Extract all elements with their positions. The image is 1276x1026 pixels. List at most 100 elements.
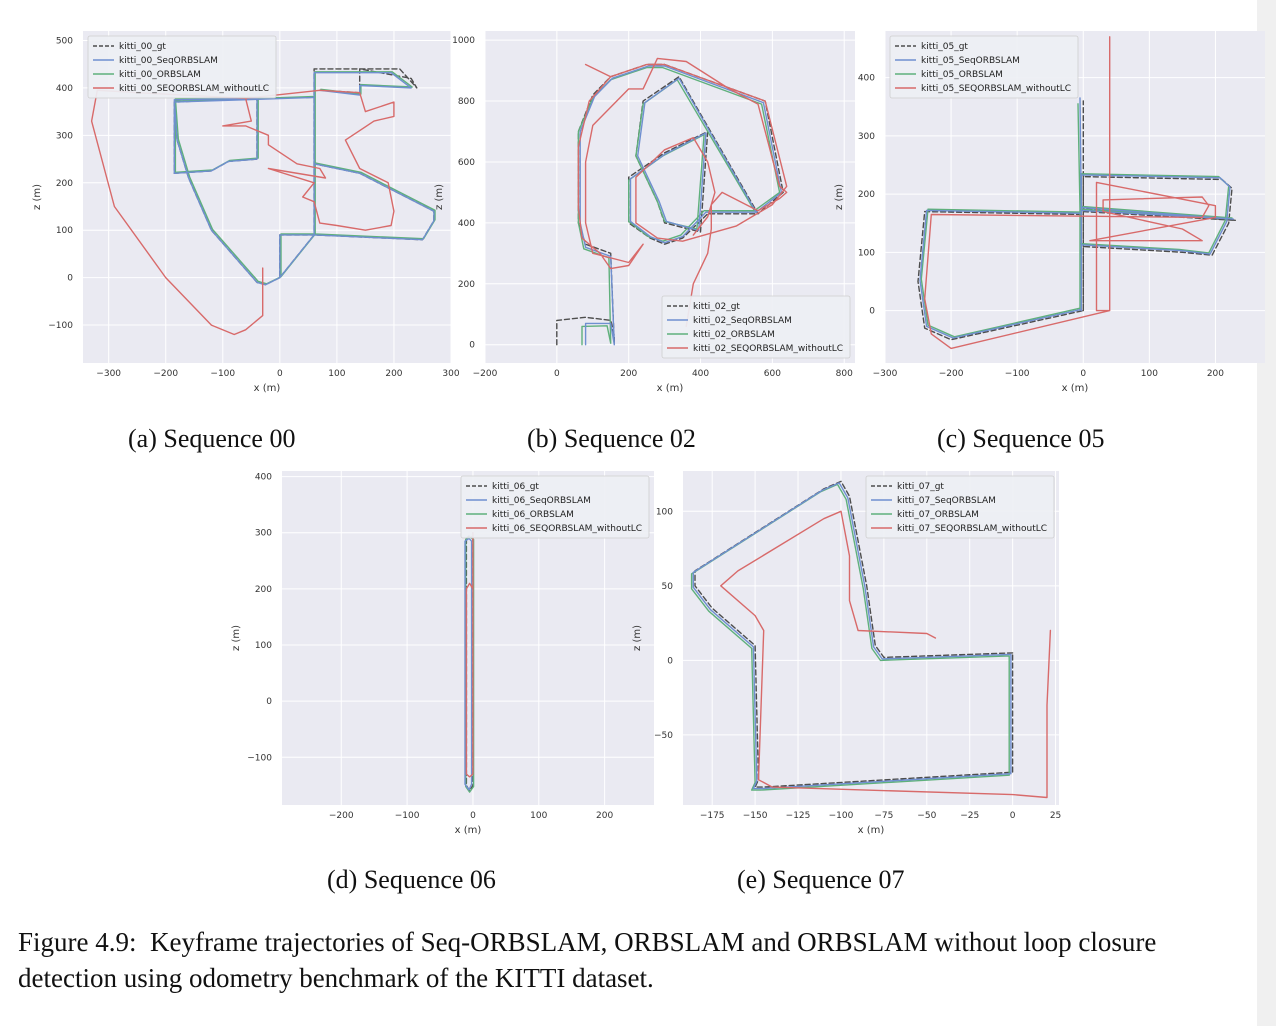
series-line-gt xyxy=(465,534,474,792)
trajectory-chart: −200 −100 0 100 200 −100 0 100 200 300 400 x (m) z (… xyxy=(231,471,654,836)
y-tick-label: 300 xyxy=(858,132,875,142)
series-line-orb xyxy=(174,71,436,285)
figure-caption-text: Keyframe trajectories of Seq-ORBSLAM, OR… xyxy=(18,927,1157,993)
legend-label: kitti_00_gt xyxy=(119,42,166,52)
x-tick-label: 100 xyxy=(328,369,345,379)
y-tick-label: 0 xyxy=(667,656,673,666)
x-tick-label: −200 xyxy=(329,811,354,821)
x-tick-label: 0 xyxy=(1080,369,1086,379)
x-tick-label: 300 xyxy=(442,369,459,379)
legend-label: kitti_05_SEQORBSLAM_withoutLC xyxy=(921,84,1071,94)
y-axis-label: z (m) xyxy=(434,184,445,210)
legend-label: kitti_06_ORBSLAM xyxy=(492,510,574,520)
y-tick-label: 400 xyxy=(56,84,73,94)
legend-label: kitti_00_ORBSLAM xyxy=(119,70,201,80)
y-tick-label: 400 xyxy=(255,473,272,483)
legend-label: kitti_07_SeqORBSLAM xyxy=(897,496,996,506)
y-axis-label: z (m) xyxy=(632,625,643,651)
x-tick-label: 400 xyxy=(692,369,709,379)
y-axis-label: z (m) xyxy=(32,184,43,210)
legend: kitti_00_gt kitti_00_SeqORBSLAM kitti_00_O… xyxy=(87,35,277,99)
figure-caption: Figure 4.9: Keyframe trajectories of Seq… xyxy=(18,924,1248,996)
x-tick-label: −125 xyxy=(786,811,811,821)
caption-b: (b) Sequence 02 xyxy=(527,424,696,453)
series-line-orb xyxy=(690,483,1010,791)
legend-label: kitti_02_SeqORBSLAM xyxy=(693,316,792,326)
x-tick-label: −75 xyxy=(874,811,893,821)
x-axis-label: x (m) xyxy=(254,383,281,394)
y-tick-label: 200 xyxy=(458,280,475,290)
legend-label: kitti_02_ORBSLAM xyxy=(693,330,775,340)
series-line-nolc xyxy=(465,532,474,778)
legend-label: kitti_06_gt xyxy=(492,482,539,492)
series-line-nolc xyxy=(720,510,1052,799)
subfigure-d: −200 −100 0 100 200 −100 0 100 200 300 400 x (m) z (… xyxy=(229,470,658,839)
series-line-gt xyxy=(694,480,1014,788)
legend-label: kitti_02_SEQORBSLAM_withoutLC xyxy=(693,344,843,354)
x-tick-label: 200 xyxy=(1207,369,1224,379)
x-tick-label: 0 xyxy=(470,811,476,821)
x-tick-label: −25 xyxy=(960,811,979,821)
y-tick-label: 100 xyxy=(656,507,673,517)
y-tick-label: 0 xyxy=(869,307,875,317)
y-tick-label: −100 xyxy=(247,753,272,763)
x-tick-label: 25 xyxy=(1050,811,1061,821)
x-tick-label: −100 xyxy=(395,811,420,821)
caption-e: (e) Sequence 07 xyxy=(737,865,905,894)
x-tick-label: −100 xyxy=(829,811,854,821)
series-line-seq xyxy=(919,97,1234,339)
legend: kitti_07_gt kitti_07_SeqORBSLAM kitti_07_O… xyxy=(865,475,1055,539)
y-tick-label: 50 xyxy=(662,582,674,592)
subfigure-c: −300 −200 −100 0 100 200 0 100 200 300 400 x (m) z (… xyxy=(832,30,1269,397)
series-line-seq xyxy=(173,72,435,286)
series-line-orb xyxy=(577,66,781,346)
y-tick-label: 600 xyxy=(458,158,475,168)
y-tick-label: 1000 xyxy=(452,36,475,46)
x-axis-label: x (m) xyxy=(1062,383,1089,394)
x-tick-label: −50 xyxy=(917,811,936,821)
trajectory-chart: −200 0 200 400 600 800 0 200 400 600 800 1000 x (m) z… xyxy=(434,31,855,394)
x-tick-label: 0 xyxy=(277,369,283,379)
x-tick-label: 0 xyxy=(554,369,560,379)
x-tick-label: 100 xyxy=(530,811,547,821)
subfigure-e: −175 −150 −125 −100 −75 −50 −25 0 25 −50 0 50 100 x (… xyxy=(630,470,1063,839)
legend-label: kitti_05_SeqORBSLAM xyxy=(921,56,1020,66)
x-tick-label: −100 xyxy=(1005,369,1030,379)
y-tick-label: 200 xyxy=(858,190,875,200)
x-tick-label: 200 xyxy=(620,369,637,379)
subfigure-a: −300 −200 −100 0 100 200 300 −100 0 100 200 300 400 5… xyxy=(30,30,460,397)
legend-label: kitti_05_gt xyxy=(921,42,968,52)
x-tick-label: −300 xyxy=(96,369,121,379)
y-tick-label: 0 xyxy=(266,697,272,707)
legend-label: kitti_00_SEQORBSLAM_withoutLC xyxy=(119,84,269,94)
legend-label: kitti_02_gt xyxy=(693,302,740,312)
series-line-seq xyxy=(692,482,1012,790)
legend-label: kitti_05_ORBSLAM xyxy=(921,70,1003,80)
x-axis-label: x (m) xyxy=(455,825,482,836)
x-tick-label: −200 xyxy=(153,369,178,379)
x-tick-label: −200 xyxy=(473,369,498,379)
legend-label: kitti_00_SeqORBSLAM xyxy=(119,56,218,66)
trajectory-chart: −300 −200 −100 0 100 200 0 100 200 300 400 x (m) z (… xyxy=(834,31,1265,394)
y-tick-label: 100 xyxy=(56,226,73,236)
y-tick-label: 300 xyxy=(255,529,272,539)
x-tick-label: 200 xyxy=(385,369,402,379)
x-axis-label: x (m) xyxy=(657,383,684,394)
x-tick-label: 0 xyxy=(1010,811,1016,821)
x-tick-label: −300 xyxy=(873,369,898,379)
x-tick-label: −100 xyxy=(210,369,235,379)
caption-c: (c) Sequence 05 xyxy=(937,424,1105,453)
x-tick-label: 200 xyxy=(596,811,613,821)
legend: kitti_06_gt kitti_06_SeqORBSLAM kitti_06_O… xyxy=(460,475,650,539)
figure-caption-label: Figure 4.9: xyxy=(18,927,137,957)
legend-label: kitti_06_SEQORBSLAM_withoutLC xyxy=(492,524,642,534)
series-line-seq xyxy=(579,65,783,346)
y-tick-label: −50 xyxy=(654,731,673,741)
y-tick-label: 200 xyxy=(56,179,73,189)
y-tick-label: 0 xyxy=(469,341,475,351)
series-line-seq xyxy=(464,537,473,791)
y-tick-label: −100 xyxy=(48,321,73,331)
caption-d: (d) Sequence 06 xyxy=(327,865,496,894)
subfigure-b: −200 0 200 400 600 800 0 200 400 600 800 1000 x (m) z… xyxy=(432,30,859,397)
y-tick-label: 800 xyxy=(458,97,475,107)
